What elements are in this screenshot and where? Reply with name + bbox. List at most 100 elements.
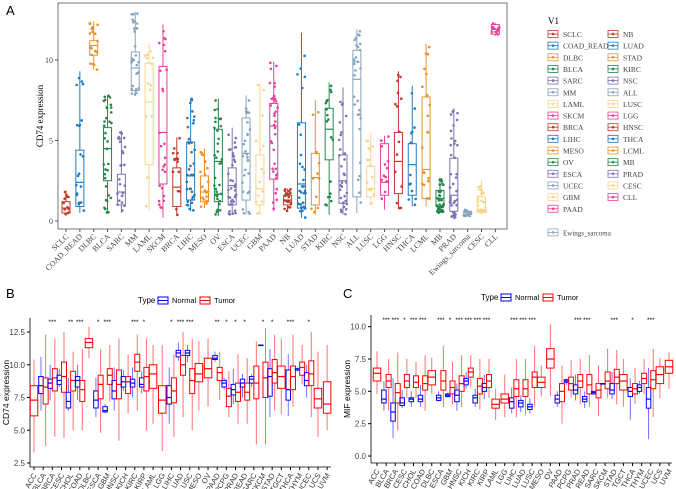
legend-item-Ewings_sarcoma: Ewings_sarcoma — [547, 228, 612, 237]
data-point — [123, 163, 126, 167]
data-point — [358, 191, 361, 194]
panel-label-b: B — [6, 286, 15, 301]
legend-key-point — [551, 195, 555, 199]
data-point — [326, 113, 329, 117]
data-point — [135, 63, 139, 67]
data-point — [77, 201, 81, 205]
data-point — [301, 201, 305, 205]
data-point — [130, 57, 134, 60]
data-point — [273, 114, 276, 118]
data-point — [93, 32, 97, 35]
data-point — [468, 214, 471, 218]
data-point — [157, 199, 161, 203]
data-point — [316, 172, 319, 175]
tumor-box-GBM-box — [106, 368, 113, 385]
normal-box-PAAD-box — [212, 355, 218, 361]
normal-box-CESC-box — [399, 397, 405, 407]
data-point — [131, 18, 135, 21]
data-point — [300, 191, 303, 194]
data-point — [269, 67, 273, 71]
legend-label: STAD — [623, 53, 643, 62]
data-point — [438, 194, 442, 198]
legend-item-OV: OV — [547, 158, 574, 167]
data-point — [421, 85, 424, 89]
legend-item-BRCA: BRCA — [547, 123, 584, 132]
tumor-box-BLCA-box — [42, 377, 49, 405]
data-point — [62, 201, 65, 205]
y-axis-label: MIF expression — [342, 360, 352, 418]
data-point — [316, 206, 320, 210]
data-point — [354, 69, 357, 72]
data-point — [89, 62, 92, 65]
data-point — [218, 202, 221, 206]
data-point — [329, 136, 333, 139]
normal-box-HNSC-box — [454, 389, 460, 403]
data-point — [119, 164, 122, 167]
data-point — [204, 160, 207, 164]
data-point — [358, 42, 362, 46]
data-point — [133, 44, 137, 48]
data-point — [213, 108, 217, 112]
data-point — [230, 202, 234, 206]
data-point — [344, 180, 348, 184]
data-point — [386, 160, 390, 163]
data-point — [247, 111, 251, 115]
data-point — [162, 29, 165, 33]
data-point — [199, 205, 203, 208]
data-point — [343, 173, 346, 177]
legend-item-ALL: ALL — [607, 88, 638, 97]
legend-item-LUAD: LUAD — [607, 42, 644, 51]
data-point — [190, 97, 193, 101]
normal-box-KICH-box — [463, 377, 469, 386]
data-point — [161, 168, 164, 172]
normal-box-CHOL-box — [65, 391, 72, 409]
data-point — [396, 73, 400, 77]
legend-item-MESO: MESO — [547, 147, 584, 156]
data-point — [358, 48, 362, 52]
legend-key-point — [551, 231, 555, 234]
data-point — [274, 100, 278, 103]
legend-label: NB — [623, 30, 633, 39]
tumor-box-LIHC-box — [513, 379, 520, 398]
data-point — [420, 182, 424, 186]
significance-label: *** — [410, 317, 418, 324]
data-point — [271, 201, 275, 204]
data-point — [328, 195, 332, 199]
data-point — [229, 178, 232, 182]
significance-label: ** — [215, 319, 221, 326]
data-point — [241, 208, 245, 211]
data-point — [176, 213, 179, 217]
data-point — [340, 103, 344, 106]
data-point — [299, 153, 303, 157]
significance-label: *** — [455, 317, 463, 324]
legend-label: LAML — [563, 100, 585, 109]
data-point — [163, 163, 167, 166]
data-point — [91, 62, 95, 66]
data-point — [203, 173, 207, 176]
legend-item-SCLC: SCLC — [547, 30, 582, 39]
data-point — [359, 201, 362, 204]
data-point — [131, 84, 135, 88]
tumor-box-UVM-box — [322, 381, 332, 414]
tumor-box-LAML-box — [491, 398, 500, 409]
data-point — [78, 123, 82, 127]
data-point — [452, 213, 456, 217]
box-THCA-box — [407, 143, 417, 196]
data-point — [102, 124, 106, 128]
data-point — [216, 197, 219, 201]
data-point — [254, 139, 258, 143]
data-point — [215, 194, 219, 198]
data-point — [161, 89, 165, 93]
data-point — [442, 202, 445, 206]
data-point — [65, 193, 68, 197]
box-KIRC-box — [324, 107, 334, 161]
data-point — [272, 170, 275, 173]
data-point — [191, 173, 195, 177]
data-point — [214, 187, 218, 191]
legend-item-HNSC: HNSC — [607, 123, 643, 132]
tumor-box-BRCA-box — [394, 383, 401, 404]
tumor-box-ESCA-box — [97, 374, 104, 400]
data-point — [118, 140, 122, 144]
data-point — [158, 184, 161, 188]
data-point — [421, 146, 424, 149]
